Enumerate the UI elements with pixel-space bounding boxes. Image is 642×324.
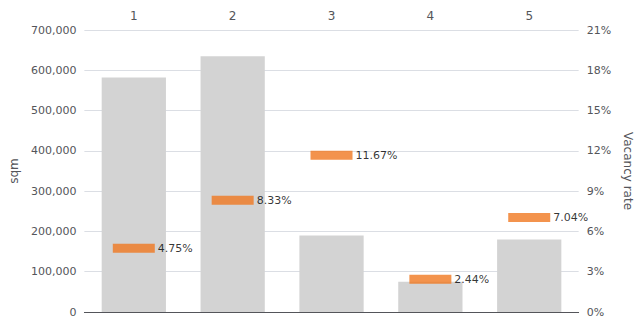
- svg-text:9%: 9%: [587, 185, 604, 198]
- svg-text:200,000: 200,000: [31, 225, 77, 238]
- svg-text:400,000: 400,000: [31, 144, 77, 157]
- svg-text:15%: 15%: [587, 104, 611, 117]
- svg-text:300,000: 300,000: [31, 185, 77, 198]
- svg-text:2: 2: [229, 9, 237, 23]
- svg-text:21%: 21%: [587, 24, 611, 37]
- svg-text:600,000: 600,000: [31, 64, 77, 77]
- svg-text:3: 3: [328, 9, 336, 23]
- svg-text:2.44%: 2.44%: [454, 273, 489, 286]
- svg-text:12%: 12%: [587, 144, 611, 157]
- svg-text:18%: 18%: [587, 64, 611, 77]
- svg-text:8.33%: 8.33%: [257, 194, 292, 207]
- svg-text:500,000: 500,000: [31, 104, 77, 117]
- svg-text:11.67%: 11.67%: [356, 149, 398, 162]
- svg-text:sqm: sqm: [7, 158, 21, 184]
- svg-text:4: 4: [427, 9, 435, 23]
- svg-text:5: 5: [525, 9, 533, 23]
- svg-text:1: 1: [130, 9, 138, 23]
- svg-text:4.75%: 4.75%: [158, 242, 193, 255]
- svg-text:7.04%: 7.04%: [553, 211, 588, 224]
- svg-text:Vacancy rate: Vacancy rate: [621, 132, 635, 210]
- svg-text:0: 0: [69, 306, 76, 319]
- svg-text:700,000: 700,000: [31, 24, 77, 37]
- svg-text:6%: 6%: [587, 225, 604, 238]
- svg-text:0%: 0%: [587, 306, 604, 319]
- svg-text:100,000: 100,000: [31, 265, 77, 278]
- svg-text:3%: 3%: [587, 265, 604, 278]
